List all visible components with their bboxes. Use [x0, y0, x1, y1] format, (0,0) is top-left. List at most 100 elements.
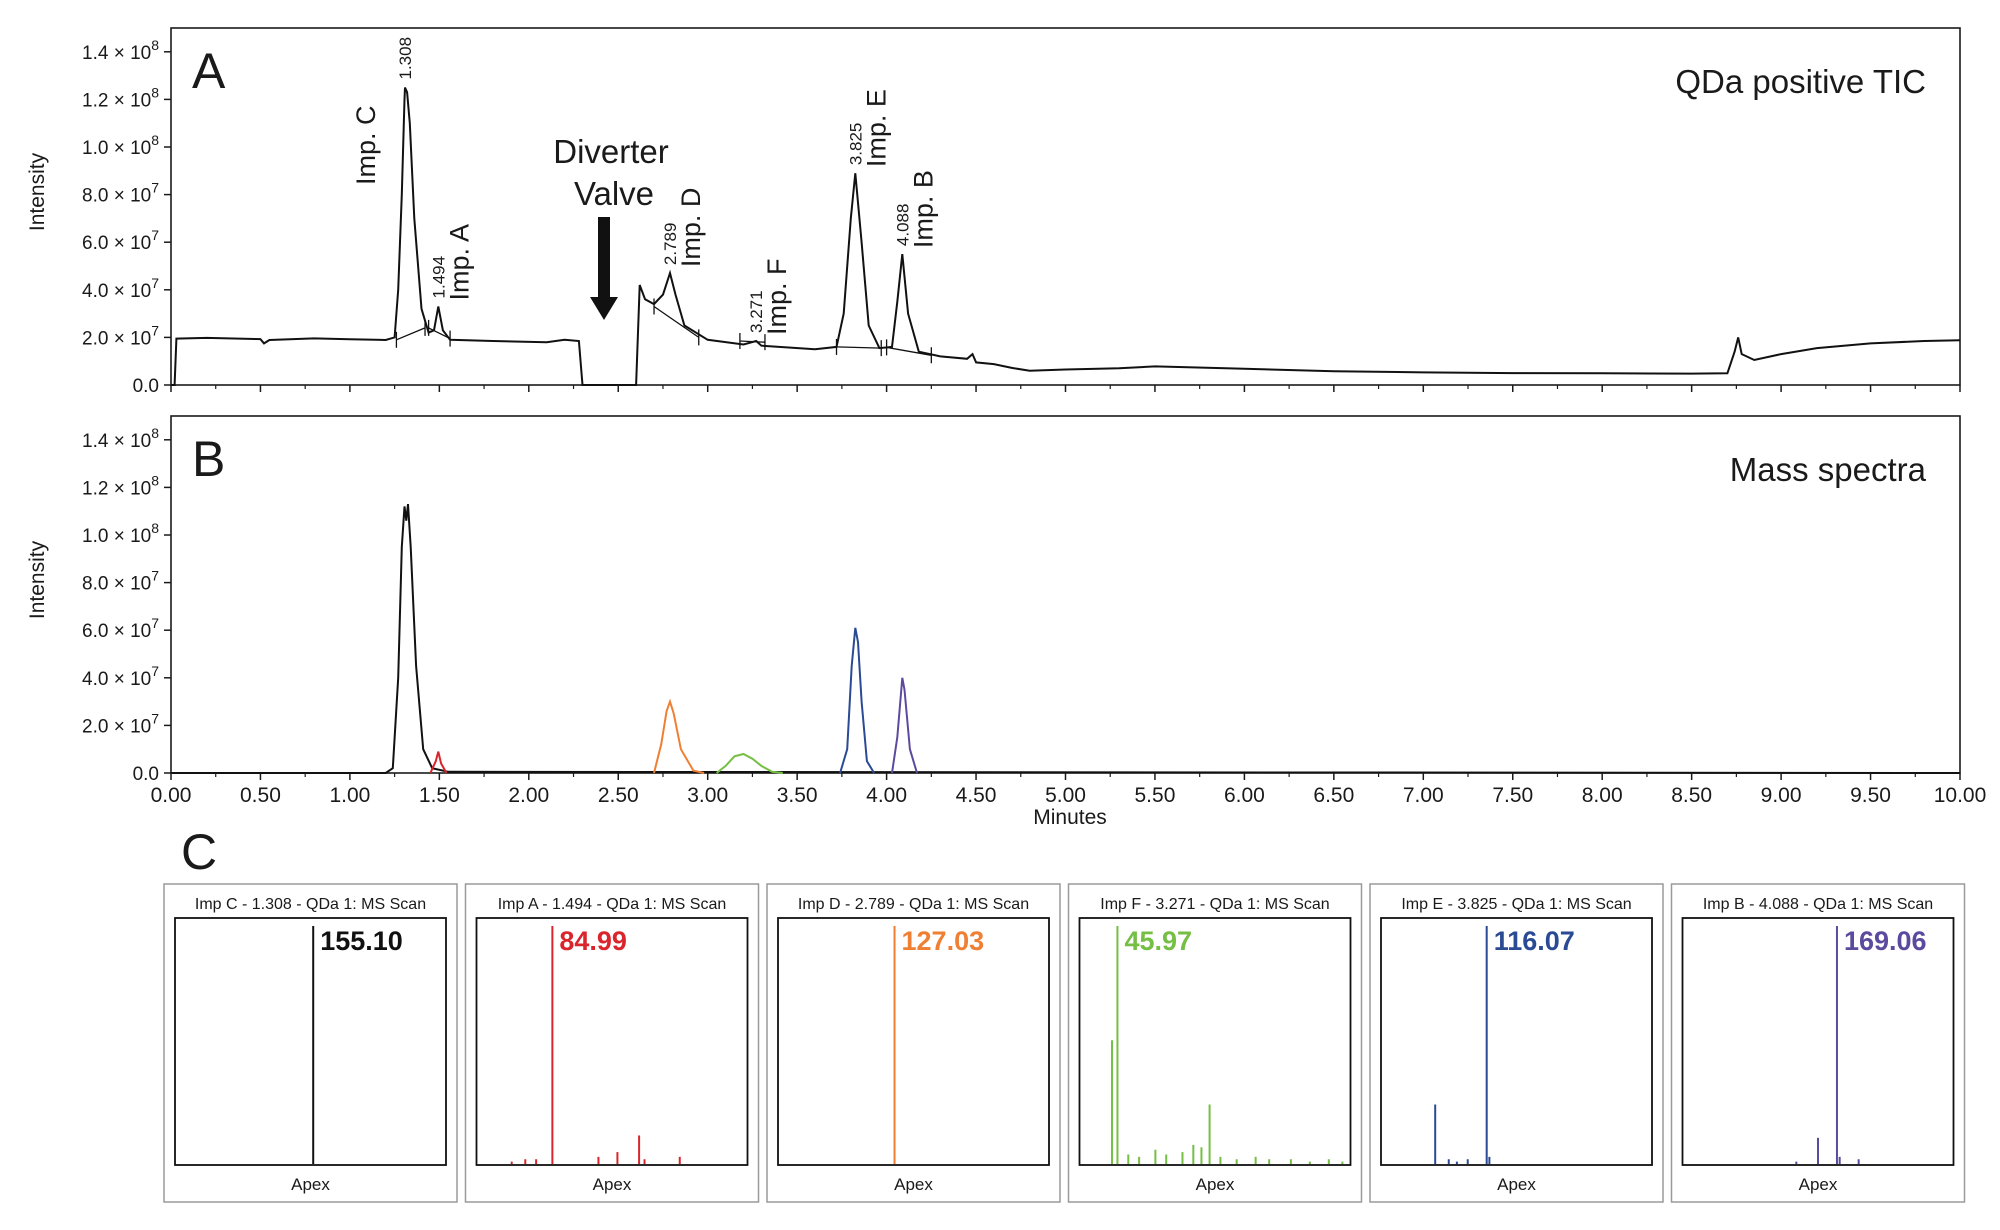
mass-trace-6 [891, 677, 918, 774]
y-tick-label: 2.0 × 107 [82, 322, 159, 349]
diverter-arrow-head [590, 297, 618, 320]
x-tick-label: 6.00 [1224, 784, 1265, 807]
y-tick-label: 1.4 × 108 [82, 37, 159, 64]
panel-b-letter: B [192, 431, 225, 487]
mass-trace-5 [839, 627, 875, 774]
mass-trace-1 [171, 503, 1961, 774]
spectrum-x-label: Apex [1799, 1175, 1838, 1194]
spectrum-outer-frame [464, 883, 760, 1203]
spectrum-plot-frame [1078, 917, 1352, 1166]
y-tick-label: 8.0 × 107 [82, 568, 159, 595]
spectrum-plot-frame [1681, 917, 1955, 1166]
x-tick-label: 7.50 [1492, 784, 1533, 807]
spectrum-outer-frame [1067, 883, 1363, 1203]
base-peak-mz-label: 155.10 [320, 926, 403, 956]
x-tick-label: 2.50 [598, 784, 639, 807]
panel-a-x-ticks [170, 385, 1961, 392]
peak-name: Imp. E [861, 89, 891, 167]
y-tick-label: 6.0 × 107 [82, 615, 159, 642]
panel-a-baselines [395, 298, 932, 364]
diverter-arrow-shaft [598, 217, 610, 297]
y-tick-label: 1.2 × 108 [82, 84, 159, 111]
spectrum-outer-frame [1369, 883, 1664, 1203]
y-tick-label: 1.0 × 108 [82, 520, 159, 547]
peak-name: Imp. C [351, 105, 381, 185]
diverter-label-line1: Diverter [553, 133, 669, 170]
x-tick-label: 8.00 [1582, 784, 1623, 807]
spectrum-x-label: Apex [1196, 1175, 1235, 1194]
x-tick-label: 7.00 [1403, 784, 1444, 807]
x-tick-label: 4.00 [866, 784, 907, 807]
peak-retention-time: 1.308 [396, 37, 415, 80]
panel-a-y-label: Intensity [26, 152, 49, 231]
spectrum-x-label: Apex [894, 1175, 933, 1194]
mass-trace-4 [715, 752, 783, 774]
spectrum-panel-1: Imp C - 1.308 - QDa 1: MS Scan 155.10 Apex [163, 883, 458, 1203]
peak-retention-time: 1.494 [429, 256, 448, 299]
x-tick-label: 0.50 [240, 784, 281, 807]
peak-name: Imp. B [908, 170, 938, 248]
spectrum-title: Imp D - 2.789 - QDa 1: MS Scan [798, 896, 1029, 913]
spectrum-title: Imp C - 1.308 - QDa 1: MS Scan [195, 896, 426, 913]
panel-a-title: QDa positive TIC [1675, 63, 1926, 100]
spectrum-plot-frame [1380, 917, 1653, 1166]
spectrum-panel-6: Imp B - 4.088 - QDa 1: MS Scan 169.06 Apex [1670, 883, 1966, 1203]
panel-b-title: Mass spectra [1730, 451, 1927, 488]
x-tick-label: 0.00 [151, 784, 192, 807]
x-tick-label: 9.50 [1850, 784, 1891, 807]
x-tick-label: 3.50 [777, 784, 818, 807]
spectrum-x-label: Apex [593, 1175, 632, 1194]
spectrum-title: Imp A - 1.494 - QDa 1: MS Scan [498, 896, 727, 913]
spectrum-plot-frame [475, 917, 749, 1166]
spectrum-panel-3: Imp D - 2.789 - QDa 1: MS Scan 127.03 Apex [766, 883, 1061, 1203]
spectrum-title: Imp B - 4.088 - QDa 1: MS Scan [1703, 896, 1933, 913]
y-tick-label: 1.0 × 108 [82, 132, 159, 159]
peak-retention-time: 3.271 [747, 290, 766, 333]
panel-b-y-axis: 0.0 2.0 × 107 4.0 × 107 6.0 × 107 8.0 × 107 1… [82, 425, 171, 785]
spectrum-plot-frame [174, 917, 447, 1166]
panel-b-x-label: Minutes [1033, 806, 1107, 829]
base-peak-mz-label: 45.97 [1124, 926, 1192, 956]
spectrum-x-label: Apex [291, 1175, 330, 1194]
x-tick-label: 4.50 [956, 784, 997, 807]
base-peak-mz-label: 84.99 [559, 926, 627, 956]
y-tick-label: 0.0 [133, 764, 159, 785]
y-tick-label: 4.0 × 107 [82, 275, 159, 302]
spectrum-panel-2: Imp A - 1.494 - QDa 1: MS Scan 84.99 Apex [464, 883, 760, 1203]
panel-b-frame [170, 415, 1961, 774]
panel-a-y-axis: 0.0 2.0 × 107 4.0 × 107 6.0 × 107 8.0 × 107 1… [82, 37, 171, 397]
peak-retention-time: 3.825 [846, 123, 865, 166]
peak-retention-time: 4.088 [893, 204, 912, 247]
peak-name: Imp. D [676, 188, 706, 268]
panel-b: 0.0 2.0 × 107 4.0 × 107 6.0 × 107 8.0 × 107 1… [26, 415, 1987, 829]
x-tick-label: 1.50 [419, 784, 460, 807]
x-tick-label: 5.50 [1135, 784, 1176, 807]
spectrum-plot-frame [777, 917, 1050, 1166]
x-tick-label: 6.50 [1313, 784, 1354, 807]
base-peak-mz-label: 127.03 [902, 926, 985, 956]
integration-baseline [836, 346, 882, 349]
panel-c-spectra: Imp C - 1.308 - QDa 1: MS Scan 155.10 Apex… [163, 883, 1966, 1203]
integration-baseline [396, 327, 426, 341]
spectrum-panel-5: Imp E - 3.825 - QDa 1: MS Scan 116.07 Apex [1369, 883, 1664, 1203]
x-tick-label: 1.00 [329, 784, 370, 807]
y-tick-label: 1.4 × 108 [82, 425, 159, 452]
spectrum-outer-frame [766, 883, 1061, 1203]
mass-trace-3 [653, 698, 705, 774]
panel-b-x-axis: 0.00 0.50 1.00 1.50 2.00 2.50 3.00 3.50 4.00 4.50… [151, 773, 1987, 807]
integration-baseline [653, 305, 700, 338]
panel-a-tic-trace [171, 87, 1961, 386]
x-tick-label: 10.00 [1934, 784, 1987, 807]
peak-name: Imp. A [444, 224, 474, 301]
y-tick-label: 8.0 × 107 [82, 180, 159, 207]
x-tick-label: 9.00 [1761, 784, 1802, 807]
spectrum-title: Imp F - 3.271 - QDa 1: MS Scan [1100, 896, 1329, 913]
y-tick-label: 1.2 × 108 [82, 472, 159, 499]
x-tick-label: 5.00 [1045, 784, 1086, 807]
spectrum-x-label: Apex [1497, 1175, 1536, 1194]
peak-name: Imp. F [762, 258, 792, 335]
y-tick-label: 4.0 × 107 [82, 663, 159, 690]
panel-c-letter: C [181, 824, 217, 880]
